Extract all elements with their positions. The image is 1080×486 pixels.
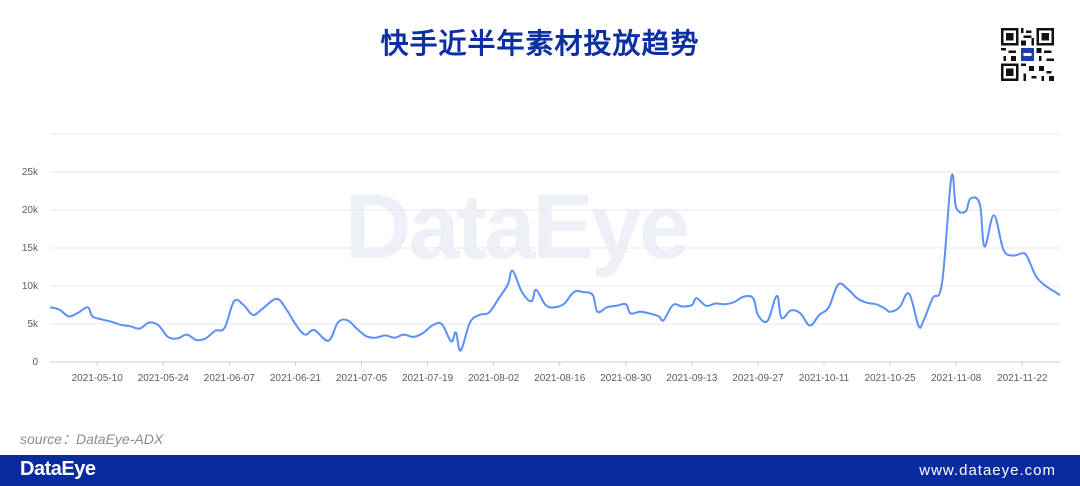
x-tick-label: 2021-09-13 [666,373,718,384]
chart-title: 快手近半年素材投放趋势 [380,27,700,60]
y-tick-label: 0 [32,357,38,368]
footer-brand: DataEye [20,458,96,480]
footer-bar: DataEye www.dataeye.com [0,455,1080,486]
series-line [49,173,1061,352]
y-tick-label: 25k [22,167,39,178]
y-tick-label: 5k [27,319,39,330]
x-tick-label: 2021-10-11 [799,373,850,384]
footer-url[interactable]: www.dataeye.com [919,462,1056,479]
x-tick-label: 2021-06-07 [204,373,256,384]
x-tick-label: 2021-05-24 [138,373,190,384]
x-tick-label: 2021-09-27 [732,373,784,384]
x-tick-label: 2021-10-25 [865,373,917,384]
x-tick-label: 2021-11-08 [931,373,982,384]
y-tick-label: 15k [22,243,39,254]
y-tick-label: 10k [22,281,39,292]
x-tick-label: 2021-06-21 [270,373,322,384]
y-tick-label: 20k [22,205,39,216]
x-tick-label: 2021-08-16 [534,373,586,384]
x-tick-label: 2021-08-02 [468,373,520,384]
watermark: DataEye [345,176,688,278]
line-chart: DataEye 0 5k 10k 15k 20k 25k 2021-05-10 2021-0… [22,133,1061,384]
x-tick-label: 2021-08-30 [600,373,652,384]
qr-code-icon [1001,28,1054,81]
x-tick-label: 2021-11-22 [997,373,1048,384]
source-note: source：DataEye-ADX [20,431,164,447]
x-tick-label: 2021-07-19 [402,373,454,384]
x-tick-label: 2021-07-05 [336,373,388,384]
x-tick-label: 2021-05-10 [72,373,124,384]
